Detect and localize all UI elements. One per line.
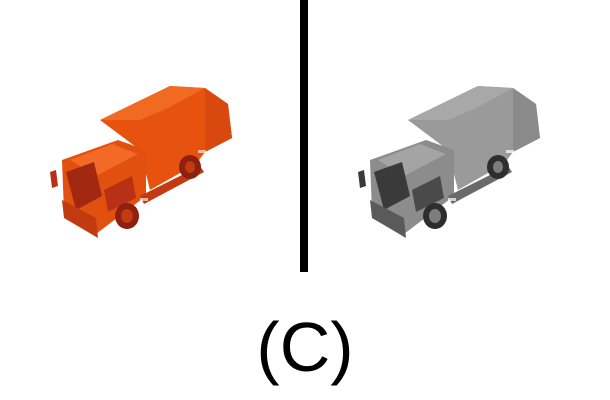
colored-truck-panel <box>0 0 300 300</box>
figure-caption: (C) <box>256 308 354 386</box>
garbage-truck-grayscale-image <box>358 86 540 238</box>
grayscale-truck-panel <box>308 0 608 300</box>
garbage-truck-orange-image <box>50 86 232 238</box>
vertical-divider <box>300 0 308 272</box>
